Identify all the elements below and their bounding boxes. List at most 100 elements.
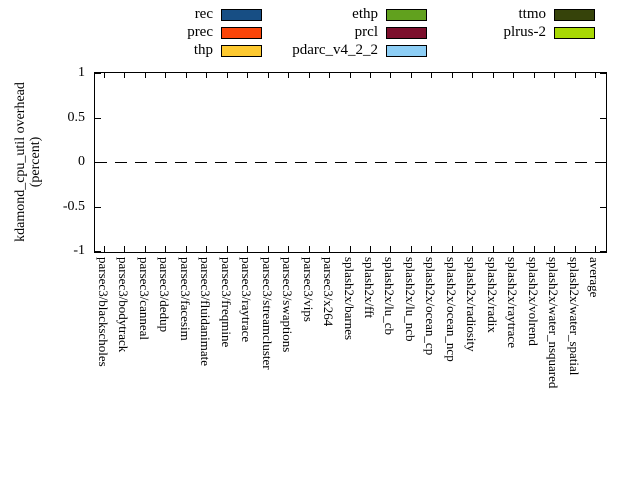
x-tick-mark: [288, 246, 289, 252]
x-tick-mark: [227, 246, 228, 252]
y-tick-mark: [95, 73, 101, 74]
x-tick-mark: [165, 73, 166, 78]
x-tick-mark: [186, 73, 187, 78]
legend-item-label: prcl: [354, 24, 378, 40]
x-tick-mark: [472, 73, 473, 78]
x-tick-label: parsec3/raytrace: [239, 257, 254, 343]
x-tick-label: parsec3/blackscholes: [96, 257, 111, 367]
x-tick-label: splash2x/raytrace: [505, 257, 520, 348]
x-tick-mark: [329, 246, 330, 252]
x-tick-label: splash2x/lu_ncb: [403, 257, 418, 342]
x-tick-mark: [554, 73, 555, 78]
legend-column-1: rec prec thp: [93, 6, 262, 60]
x-tick-mark: [411, 246, 412, 252]
legend-swatch-ttmo: [554, 8, 595, 21]
x-tick-mark: [575, 246, 576, 252]
y-tick-label: -0.5: [62, 199, 85, 214]
x-tick-mark: [186, 246, 187, 252]
x-tick-mark: [554, 246, 555, 252]
legend-swatch-prec: [221, 26, 262, 39]
x-tick-label: parsec3/bodytrack: [116, 257, 131, 353]
legend-item-label: thp: [193, 42, 213, 58]
x-tick-mark: [104, 73, 105, 78]
x-tick-label: parsec3/vips: [301, 257, 316, 322]
legend-swatch-thp: [221, 44, 262, 57]
x-tick-label: splash2x/lu_cb: [382, 257, 397, 335]
legend-swatch-pdarc_v4_2_2: [386, 44, 427, 57]
x-tick-mark: [513, 246, 514, 252]
x-tick-mark: [124, 73, 125, 78]
x-tick-label: splash2x/water_spatial: [567, 257, 582, 376]
x-tick-label: splash2x/radiosity: [464, 257, 479, 352]
x-tick-mark: [309, 246, 310, 252]
x-tick-mark: [329, 73, 330, 78]
x-tick-mark: [431, 246, 432, 252]
legend-item-ethp: ethp: [238, 6, 427, 23]
legend-item-prec: prec: [93, 24, 262, 41]
legend-item-label: plrus-2: [503, 24, 547, 40]
x-tick-label: splash2x/ocean_cp: [423, 257, 438, 356]
x-tick-mark: [595, 246, 596, 252]
x-tick-mark: [472, 246, 473, 252]
x-tick-mark: [247, 246, 248, 252]
legend-column-2: ethp prcl pdarc_v4_2_2: [238, 6, 427, 60]
y-tick-mark: [95, 207, 101, 208]
x-tick-mark: [595, 73, 596, 78]
legend-swatch-rec: [221, 8, 262, 21]
x-tick-mark: [104, 246, 105, 252]
y-tick-label: -1: [73, 243, 85, 258]
zero-baseline: [95, 162, 606, 163]
x-tick-mark: [145, 73, 146, 78]
x-tick-mark: [350, 246, 351, 252]
legend-item-label: pdarc_v4_2_2: [292, 42, 378, 58]
x-tick-label: splash2x/water_nsquared: [546, 257, 561, 389]
legend-item-plrus-2: plrus-2: [436, 24, 595, 41]
x-tick-mark: [534, 73, 535, 78]
y-tick-mark: [600, 162, 606, 163]
x-tick-mark: [390, 246, 391, 252]
y-tick-mark: [600, 251, 606, 252]
x-tick-mark: [268, 246, 269, 252]
x-tick-mark: [493, 246, 494, 252]
x-tick-label: parsec3/freqmine: [219, 257, 234, 348]
x-tick-label: parsec3/canneal: [137, 257, 152, 341]
x-tick-label: splash2x/fft: [362, 257, 377, 319]
x-tick-mark: [247, 73, 248, 78]
y-tick-mark: [600, 207, 606, 208]
x-tick-mark: [452, 246, 453, 252]
legend-item-rec: rec: [93, 6, 262, 23]
x-tick-label: parsec3/x264: [321, 257, 336, 327]
legend-item-prcl: prcl: [238, 24, 427, 41]
legend-item-label: prec: [187, 24, 213, 40]
x-tick-mark: [513, 73, 514, 78]
x-tick-label: splash2x/barnes: [342, 257, 357, 341]
x-tick-mark: [145, 246, 146, 252]
x-tick-label: splash2x/ocean_ncp: [444, 257, 459, 362]
x-tick-mark: [534, 246, 535, 252]
x-tick-mark: [288, 73, 289, 78]
legend-column-3: ttmo plrus-2: [436, 6, 595, 42]
x-tick-mark: [452, 73, 453, 78]
y-tick-mark: [95, 118, 101, 119]
x-tick-label: parsec3/facesim: [178, 257, 193, 341]
x-tick-mark: [370, 246, 371, 252]
y-tick-mark: [95, 251, 101, 252]
legend-item-label: ttmo: [518, 6, 546, 22]
x-tick-mark: [431, 73, 432, 78]
x-tick-mark: [206, 246, 207, 252]
x-tick-mark: [575, 73, 576, 78]
x-tick-mark: [124, 246, 125, 252]
legend-item-label: ethp: [352, 6, 378, 22]
y-tick-label: 0: [78, 154, 85, 169]
x-tick-label: splash2x/volrend: [526, 257, 541, 346]
plot-area: [94, 72, 607, 253]
x-tick-mark: [411, 73, 412, 78]
x-tick-mark: [350, 73, 351, 78]
x-tick-label: parsec3/fluidanimate: [198, 257, 213, 367]
x-tick-mark: [206, 73, 207, 78]
legend-swatch-prcl: [386, 26, 427, 39]
x-tick-label: parsec3/streamcluster: [260, 257, 275, 370]
y-tick-mark: [600, 118, 606, 119]
y-tick-mark: [95, 162, 101, 163]
x-tick-label: splash2x/radix: [485, 257, 500, 333]
